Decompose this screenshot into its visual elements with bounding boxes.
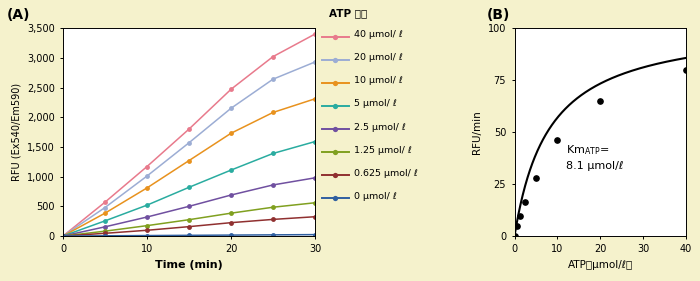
Text: (B): (B)	[486, 8, 510, 22]
X-axis label: Time (min): Time (min)	[155, 260, 223, 270]
X-axis label: ATP（μmol/ℓ）: ATP（μmol/ℓ）	[568, 260, 633, 270]
Text: 1.25 μmol/ ℓ: 1.25 μmol/ ℓ	[354, 146, 412, 155]
Text: Km$_{\mathrm{ATP}}$=
8.1 μmol/ℓ: Km$_{\mathrm{ATP}}$= 8.1 μmol/ℓ	[566, 143, 624, 171]
Text: 0 μmol/ ℓ: 0 μmol/ ℓ	[354, 192, 397, 201]
Text: 40 μmol/ ℓ: 40 μmol/ ℓ	[354, 30, 403, 39]
Text: (A): (A)	[7, 8, 31, 22]
Y-axis label: RFU/min: RFU/min	[473, 110, 482, 154]
Text: ATP 濃度: ATP 濃度	[329, 8, 368, 19]
Text: 5 μmol/ ℓ: 5 μmol/ ℓ	[354, 99, 397, 108]
Text: 0.625 μmol/ ℓ: 0.625 μmol/ ℓ	[354, 169, 418, 178]
Text: 2.5 μmol/ ℓ: 2.5 μmol/ ℓ	[354, 123, 406, 132]
Text: 10 μmol/ ℓ: 10 μmol/ ℓ	[354, 76, 403, 85]
Text: 20 μmol/ ℓ: 20 μmol/ ℓ	[354, 53, 403, 62]
Y-axis label: RFU (Ex540/Em590): RFU (Ex540/Em590)	[11, 83, 21, 181]
